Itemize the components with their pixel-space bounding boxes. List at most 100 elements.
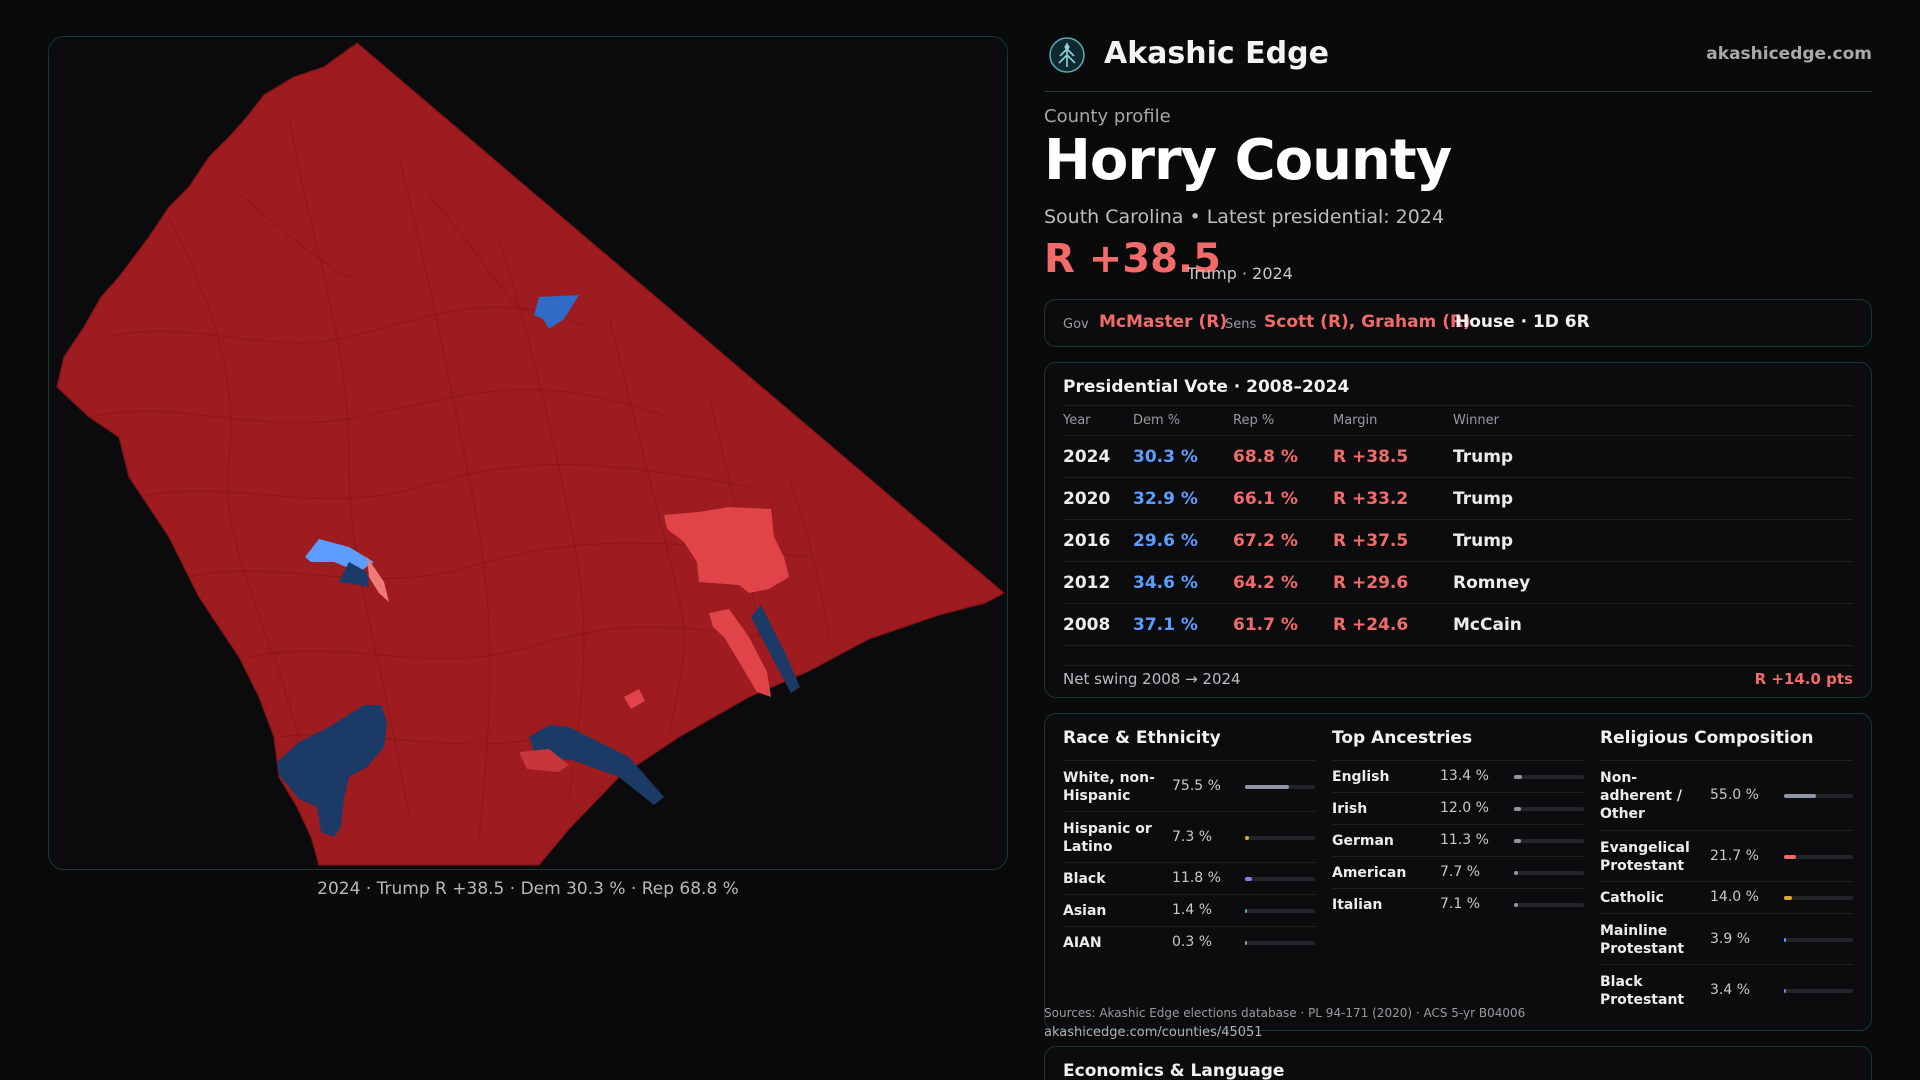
col-dem: Dem %	[1133, 405, 1233, 436]
religious-composition-section: Religious Composition Non-adherent / Othe…	[1600, 728, 1853, 1015]
margin-cell: R +37.5	[1333, 519, 1453, 562]
year-cell: 2020	[1063, 477, 1133, 520]
race-label: AIAN	[1063, 935, 1102, 951]
religion-label: Black Protestant	[1600, 973, 1685, 1008]
religion-bar-fill	[1784, 988, 1786, 993]
senators-label: Sens	[1225, 317, 1257, 332]
year-cell: 2008	[1063, 603, 1133, 646]
county-subline: South Carolina • Latest presidential: 20…	[1044, 206, 1445, 228]
top-ancestries-section: Top Ancestries English 13.4 % Irish 12.0 % Ge…	[1332, 728, 1585, 920]
ancestry-bar-fill	[1514, 871, 1518, 875]
table-row[interactable]: 2020 32.9 % 66.1 % R +33.2 Trump	[1063, 477, 1853, 520]
race-bar-track	[1245, 941, 1315, 945]
col-rep: Rep %	[1233, 405, 1333, 436]
ancestry-bar-fill	[1514, 807, 1521, 811]
ancestry-row: Irish 12.0 %	[1332, 792, 1585, 824]
table-row[interactable]: 2008 37.1 % 61.7 % R +24.6 McCain	[1063, 603, 1853, 646]
county-map-panel[interactable]	[48, 36, 1008, 870]
table-row[interactable]: 2012 34.6 % 64.2 % R +29.6 Romney	[1063, 561, 1853, 604]
year-cell: 2012	[1063, 561, 1133, 604]
race-label: Hispanic or Latino	[1063, 820, 1152, 855]
strong-dem-precinct-southwest[interactable]	[277, 705, 387, 837]
lean-dem-precinct-north[interactable]	[534, 295, 579, 329]
ancestry-label: English	[1332, 769, 1390, 785]
religion-bar-track	[1784, 854, 1853, 859]
ancestry-bar-track	[1514, 807, 1584, 811]
strong-dem-precinct-south[interactable]	[529, 725, 664, 805]
sources-url-link[interactable]: akashicedge.com/counties/45051	[1044, 1025, 1263, 1040]
ancestry-title: Top Ancestries	[1332, 728, 1473, 748]
net-swing-value: R +14.0 pts	[1754, 670, 1853, 688]
ancestry-bar-track	[1514, 775, 1584, 779]
demographics-card: Race & Ethnicity White, non-Hispanic 75.5 …	[1044, 713, 1872, 1031]
col-margin: Margin	[1333, 405, 1453, 436]
race-ethnicity-section: Race & Ethnicity White, non-Hispanic 75.5 …	[1063, 728, 1316, 958]
brand-url-link[interactable]: akashicedge.com	[1706, 44, 1872, 64]
senators-value: Scott (R), Graham (R)	[1264, 312, 1471, 332]
year-cell: 2016	[1063, 519, 1133, 562]
year-cell: 2024	[1063, 435, 1133, 478]
ancestry-label: Irish	[1332, 801, 1368, 817]
religion-label: Non-adherent / Other	[1600, 770, 1682, 822]
lean-rep-precinct-conway[interactable]	[664, 507, 789, 593]
lean-rep-precinct-south	[519, 749, 569, 772]
sources-note: Sources: Akashic Edge elections database…	[1044, 1006, 1526, 1020]
strong-dem-precinct-west[interactable]	[339, 562, 369, 587]
race-bar-fill	[1245, 784, 1289, 789]
headline-margin-note: Trump · 2024	[1187, 264, 1293, 283]
table-row[interactable]: 2016 29.6 % 67.2 % R +37.5 Trump	[1063, 519, 1853, 562]
precinct-borders	[88, 116, 830, 838]
ancestry-row: English 13.4 %	[1332, 760, 1585, 792]
race-percent: 1.4 %	[1172, 902, 1213, 918]
winner-cell: Trump	[1453, 477, 1853, 520]
table-row[interactable]: 2024 30.3 % 68.8 % R +38.5 Trump	[1063, 435, 1853, 478]
religion-percent: 21.7 %	[1710, 847, 1759, 864]
winner-cell: Trump	[1453, 519, 1853, 562]
dem-cell: 37.1 %	[1133, 603, 1233, 646]
ancestry-label: German	[1332, 833, 1394, 849]
presidential-title: Presidential Vote · 2008–2024	[1063, 377, 1350, 397]
col-winner: Winner	[1453, 405, 1853, 436]
county-precinct-map[interactable]	[49, 37, 1008, 870]
officials-card: Gov McMaster (R) Sens Scott (R), Graham …	[1044, 299, 1872, 347]
map-caption: 2024 · Trump R +38.5 · Dem 30.3 % · Rep …	[317, 879, 739, 899]
ancestry-percent: 7.1 %	[1440, 896, 1481, 912]
religion-percent: 3.4 %	[1710, 981, 1751, 998]
economics-title: Economics & Language	[1063, 1061, 1285, 1080]
religion-row: Evangelical Protestant 21.7 %	[1600, 830, 1853, 881]
religion-label: Catholic	[1600, 890, 1664, 906]
race-bar-fill	[1245, 877, 1252, 881]
headline-margin: R +38.5	[1044, 236, 1221, 282]
ancestry-bar-fill	[1514, 903, 1518, 907]
rep-cell: 64.2 %	[1233, 561, 1333, 604]
ancestry-label: Italian	[1332, 897, 1383, 913]
table-header-row: Year Dem % Rep % Margin Winner	[1063, 405, 1853, 436]
dem-cell: 34.6 %	[1133, 561, 1233, 604]
ancestry-row: German 11.3 %	[1332, 824, 1585, 856]
light-dem-precinct-west[interactable]	[305, 539, 374, 572]
lean-rep-precinct-west[interactable]	[367, 557, 389, 602]
race-bar-fill	[1245, 909, 1247, 913]
religion-bar-fill	[1784, 794, 1816, 798]
brand-name: Akashic Edge	[1104, 36, 1329, 71]
lean-rep-precinct-small[interactable]	[624, 689, 645, 709]
dem-cell: 30.3 %	[1133, 435, 1233, 478]
ancestry-bar-fill	[1514, 775, 1522, 779]
house-delegation: House · 1D 6R	[1455, 312, 1590, 332]
religion-percent: 3.9 %	[1710, 930, 1751, 947]
race-bar-track	[1245, 877, 1315, 881]
race-percent: 75.5 %	[1172, 777, 1221, 794]
religion-label: Mainline Protestant	[1600, 922, 1685, 957]
margin-cell: R +29.6	[1333, 561, 1453, 604]
ancestry-label: American	[1332, 865, 1407, 881]
religion-row: Black Protestant 3.4 %	[1600, 964, 1853, 1015]
strong-dem-precinct-coast[interactable]	[751, 605, 800, 693]
presidential-vote-card: Presidential Vote · 2008–2024 Year Dem %…	[1044, 362, 1872, 698]
lean-rep-precinct-coast[interactable]	[709, 609, 771, 697]
strong-rep-base	[57, 43, 1004, 865]
religion-percent: 55.0 %	[1710, 787, 1759, 803]
economics-card: Economics & Language	[1044, 1046, 1872, 1080]
religion-label: Evangelical Protestant	[1600, 839, 1690, 874]
race-bar-track	[1245, 784, 1315, 789]
religion-bar-fill	[1784, 896, 1792, 900]
